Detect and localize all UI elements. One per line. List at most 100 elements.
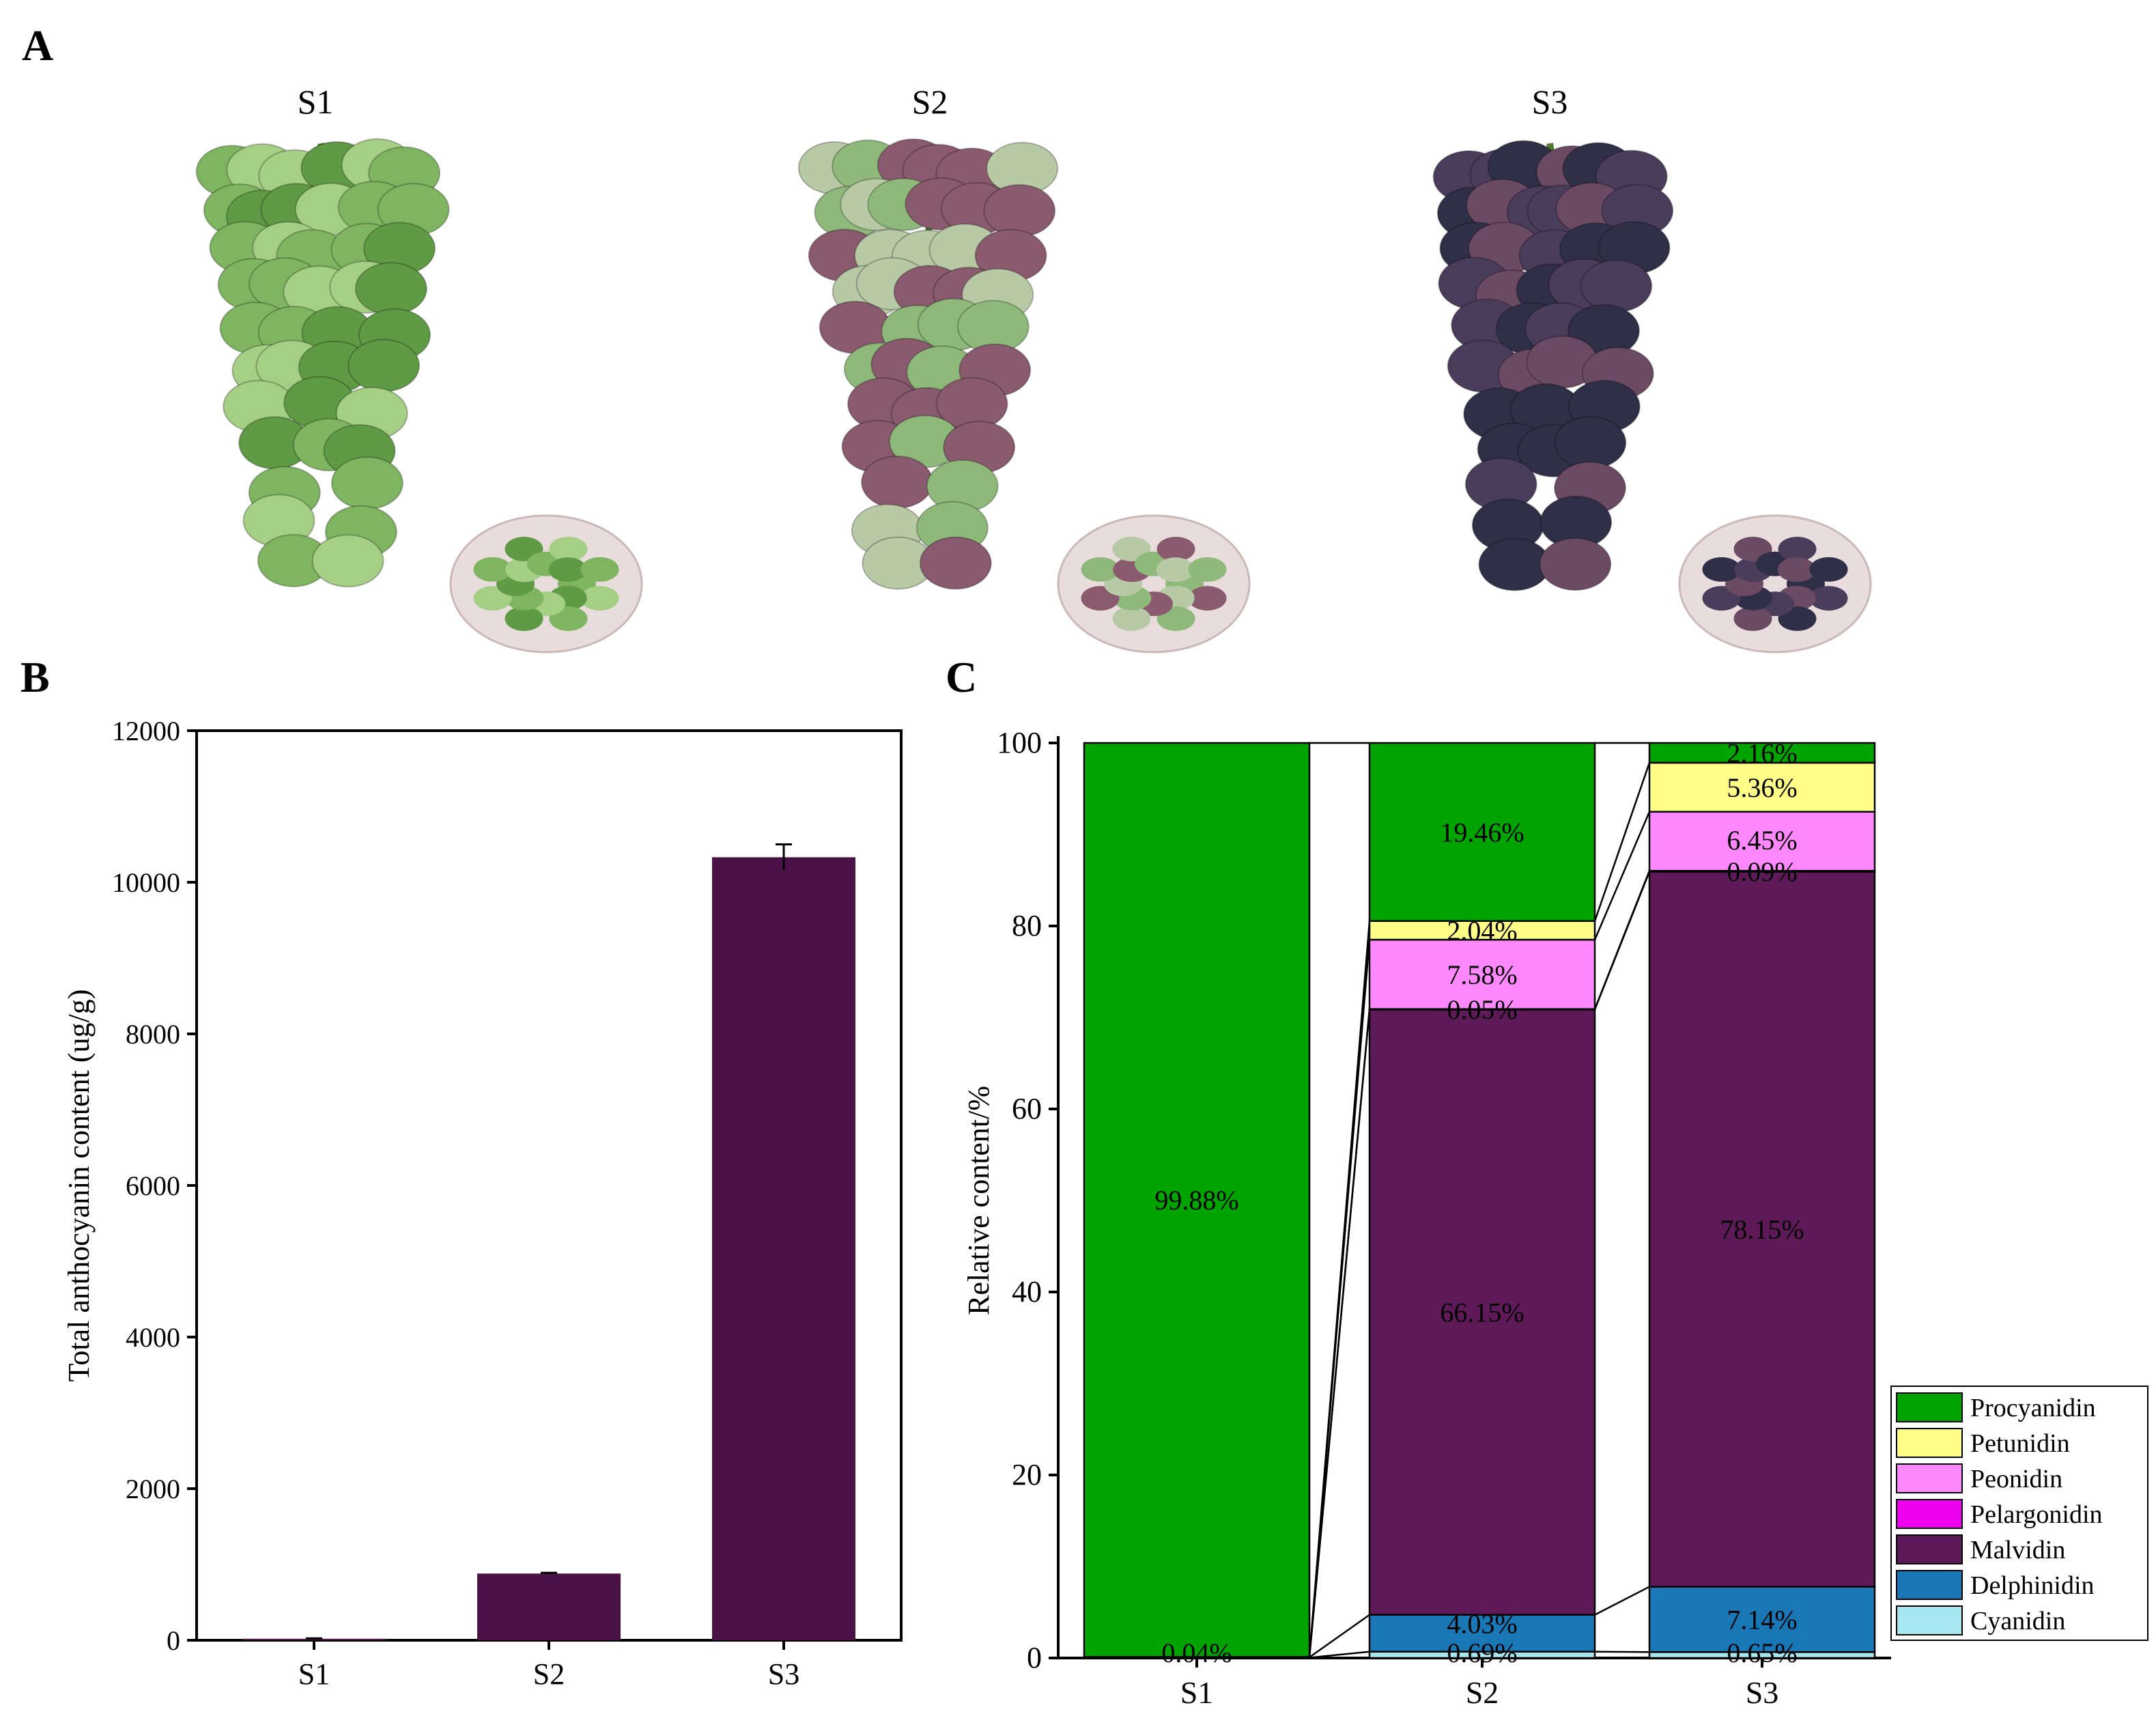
data-label: 0.69% — [1447, 1638, 1517, 1668]
segment-malvidin-s3 — [1648, 871, 1876, 1588]
chart-relative-content: 0 20 40 60 80 100 Relative content/% S1 S2 S3 0.04… — [962, 726, 2148, 1710]
segment-peonidin-s2 — [1368, 938, 1596, 1010]
y-tick-label: 4000 — [126, 1322, 180, 1353]
dish-berry — [1188, 557, 1227, 582]
legend-swatch-cyanidin — [1896, 1605, 1963, 1635]
connector-line — [1309, 1650, 1370, 1659]
grape-berry — [330, 456, 403, 510]
legend-label-cyanidin: Cyanidin — [1970, 1607, 2065, 1635]
connector-line — [1308, 1009, 1371, 1657]
berry-dish-s1 — [449, 514, 643, 654]
bar-s1 — [242, 1638, 386, 1640]
x-tick-label: S3 — [1746, 1675, 1779, 1710]
data-label: 2.04% — [1447, 915, 1517, 946]
y-tick-label: 60 — [1012, 1092, 1042, 1125]
dish-berry — [580, 586, 619, 611]
photo-label-s3: S3 — [1531, 83, 1568, 121]
legend-label-petunidin: Petunidin — [1970, 1429, 2070, 1458]
bar-s2 — [477, 1573, 621, 1640]
y-tick-label: 100 — [997, 726, 1042, 759]
grape-berry — [861, 455, 933, 509]
segment-delphinidin-s2 — [1368, 1614, 1596, 1653]
y-tick-label: 10000 — [112, 867, 180, 898]
connector-line — [1594, 1650, 1650, 1653]
dish-berry — [1809, 586, 1848, 611]
data-label: 0.04% — [1161, 1638, 1232, 1668]
grape-cluster-s1 — [195, 138, 643, 654]
data-label: 19.46% — [1440, 817, 1524, 847]
panel-label-c: C — [946, 653, 978, 701]
grape-berry — [311, 534, 384, 588]
dish-berry — [580, 557, 619, 582]
legend-label-procyanidin: Procyanidin — [1970, 1394, 2096, 1422]
grape-berry — [347, 339, 421, 393]
data-label: 0.65% — [1727, 1638, 1797, 1668]
y-tick-label: 0 — [167, 1625, 180, 1656]
segment-delphinidin-s3 — [1648, 1586, 1876, 1653]
dish-berry — [1188, 586, 1227, 611]
data-label: 7.58% — [1447, 959, 1517, 990]
dish-berry — [1777, 557, 1816, 582]
dish-berry — [1112, 606, 1151, 631]
grape-berry — [354, 262, 427, 315]
dish-berry — [473, 557, 512, 582]
panel-label-b: B — [20, 653, 50, 701]
grape-berry — [983, 184, 1056, 238]
segment-procyanidin-s3 — [1648, 742, 1876, 764]
connector-line — [1593, 762, 1651, 922]
y-axis-label: Total anthocyanin content (ug/g) — [62, 989, 96, 1382]
data-label: 7.14% — [1727, 1604, 1797, 1635]
dish-berry — [548, 557, 587, 582]
x-tick-label: S1 — [1180, 1675, 1214, 1710]
data-label: 0.09% — [1727, 856, 1797, 887]
connector-line — [1309, 1614, 1370, 1658]
panel-label-a: A — [22, 21, 54, 70]
x-tick-label: S2 — [533, 1657, 565, 1691]
legend-label-malvidin: Malvidin — [1970, 1536, 2065, 1564]
grape-berry — [1554, 416, 1627, 470]
chart-total-anthocyanin: 0 2000 4000 6000 8000 10000 12000 S1 S2 S3 Total a… — [62, 716, 903, 1691]
segment-procyanidin-s2 — [1368, 742, 1596, 923]
legend-swatch-pelargonidin — [1896, 1499, 1963, 1529]
data-label: 6.45% — [1727, 825, 1797, 856]
dish-berry — [1809, 557, 1848, 582]
dish-berry — [1733, 606, 1772, 631]
legend-label-pelargonidin: Pelargonidin — [1970, 1500, 2103, 1529]
segment-petunidin-s2 — [1368, 920, 1596, 941]
dish-berry — [549, 537, 588, 561]
dish-berry — [1778, 537, 1817, 561]
grape-cluster-s2 — [797, 138, 1251, 654]
data-label: 4.03% — [1447, 1608, 1517, 1639]
dish-berry — [1156, 557, 1195, 582]
x-tick-label: S2 — [1466, 1675, 1499, 1710]
y-tick-label: 20 — [1012, 1458, 1042, 1491]
y-tick-label: 40 — [1012, 1275, 1042, 1308]
legend-label-delphinidin: Delphinidin — [1970, 1571, 2095, 1600]
data-label: 78.15% — [1720, 1214, 1804, 1245]
grape-berry — [1580, 259, 1653, 313]
connector-line — [1308, 921, 1371, 1657]
grape-berry — [919, 536, 992, 590]
grape-berry — [1539, 537, 1612, 591]
y-tick-label: 8000 — [126, 1019, 180, 1050]
dish-berry — [505, 606, 543, 631]
berry-dish-s3 — [1678, 514, 1872, 654]
data-label: 66.15% — [1440, 1297, 1524, 1328]
connector-line — [1593, 811, 1651, 940]
legend-label-peonidin: Peonidin — [1970, 1465, 2062, 1493]
photo-label-s2: S2 — [911, 83, 948, 121]
grape-photos — [195, 138, 1872, 654]
connector-line — [1594, 1586, 1650, 1616]
segment-procyanidin-s1 — [1083, 742, 1311, 1658]
berry-dish-s2 — [1057, 514, 1251, 654]
data-label: 99.88% — [1154, 1185, 1238, 1216]
connector-line — [1593, 870, 1651, 1010]
y-tick-label: 2000 — [126, 1474, 180, 1504]
legend-swatch-petunidin — [1896, 1428, 1963, 1458]
bar-s3 — [712, 857, 855, 1640]
segment-peonidin-s3 — [1648, 811, 1876, 872]
x-tick-label: S1 — [298, 1657, 330, 1691]
data-label: 0.05% — [1447, 994, 1517, 1025]
y-tick-label: 80 — [1012, 909, 1042, 942]
photo-label-s1: S1 — [297, 83, 334, 121]
